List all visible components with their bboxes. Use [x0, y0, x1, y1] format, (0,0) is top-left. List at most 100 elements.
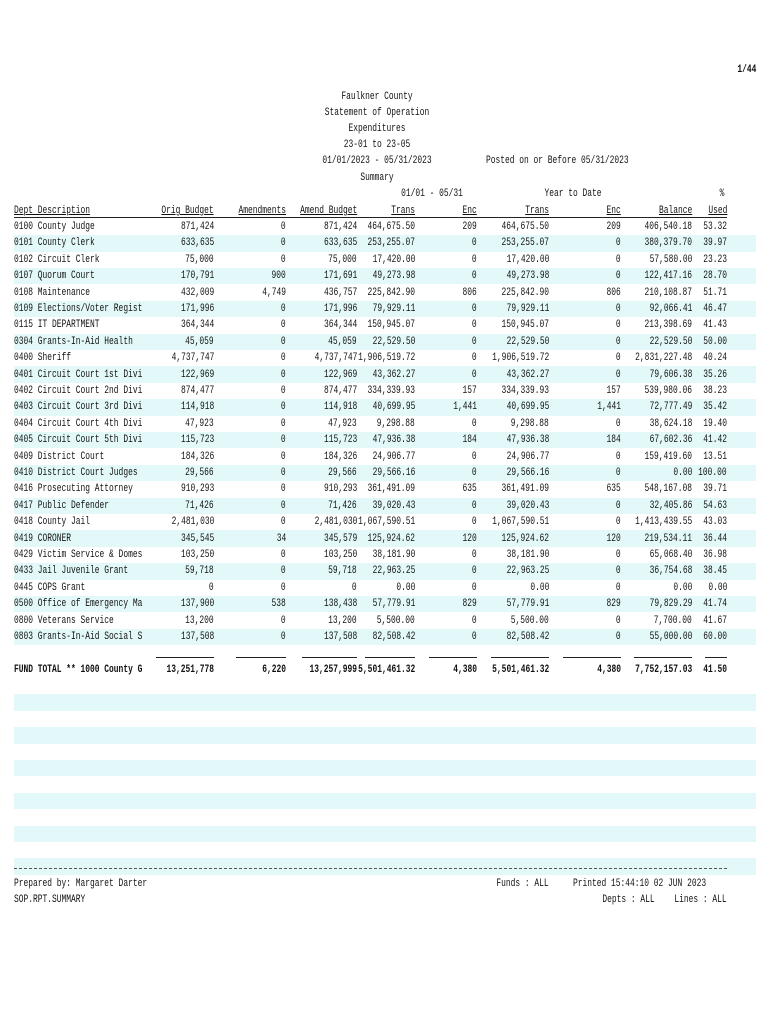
table-cell: 35.42: [703, 401, 727, 414]
table-cell: 0: [616, 368, 621, 381]
table-cell: 210,108.87: [644, 286, 692, 299]
table-cell: 0: [281, 516, 286, 529]
dept-description: 0401 Circuit Court 1st Divi: [14, 368, 143, 381]
table-cell: 2,831,227.48: [634, 352, 692, 365]
report-heading: 01/01/2023 - 05/31/2023: [322, 155, 432, 167]
column-header: Used: [707, 205, 727, 217]
table-cell: 100.00: [698, 467, 727, 479]
table-cell: 871,424: [323, 221, 357, 233]
printed-at: Printed 15:44:10 02 JUN 2023: [573, 878, 707, 890]
total-rule: [236, 657, 286, 658]
table-cell: 0: [281, 614, 286, 627]
table-cell: 125,924.62: [367, 532, 415, 545]
table-cell: 0: [472, 581, 477, 594]
dept-description: 0108 Maintenance: [14, 286, 91, 299]
row-stripe: [14, 694, 756, 711]
table-cell: 0: [472, 352, 477, 365]
table-cell: 0: [616, 614, 621, 627]
table-cell: 345,545: [180, 532, 214, 545]
table-cell: 59,718: [185, 565, 214, 578]
table-cell: 22,529.50: [506, 335, 549, 348]
table-cell: 65,068.40: [649, 549, 692, 561]
table-cell: 874,477: [323, 385, 357, 397]
table-cell: 0: [281, 581, 286, 594]
table-cell: 72,777.49: [649, 401, 692, 414]
table-cell: 0.00: [395, 581, 415, 594]
table-cell: 219,534.11: [644, 532, 692, 545]
table-cell: 2,481,030: [171, 516, 214, 529]
dept-description: 0410 District Court Judges: [14, 467, 138, 479]
table-cell: 40,699.95: [372, 401, 415, 414]
table-cell: 36.98: [703, 549, 727, 561]
table-cell: 28.70: [703, 270, 727, 283]
table-cell: 36,754.68: [649, 565, 692, 578]
table-cell: 334,339.93: [367, 385, 415, 397]
column-header: Amendments: [238, 205, 286, 217]
table-cell: 22,963.25: [372, 565, 415, 578]
column-header: Orig Budget: [161, 205, 214, 217]
table-cell: 635: [606, 483, 621, 496]
table-cell: 0: [281, 368, 286, 381]
row-stripe: [14, 235, 756, 252]
table-cell: 432,009: [180, 286, 214, 299]
table-cell: 1,906,519.72: [491, 352, 549, 365]
table-cell: 103,250: [323, 549, 357, 561]
table-cell: 0: [281, 434, 286, 447]
table-cell: 59,718: [328, 565, 357, 578]
table-cell: 0: [472, 450, 477, 463]
table-cell: 0: [472, 631, 477, 643]
table-cell: 36.44: [703, 532, 727, 545]
table-cell: 0: [616, 565, 621, 578]
table-cell: 0: [616, 499, 621, 512]
column-header: Enc: [462, 205, 477, 217]
table-cell: 0: [281, 483, 286, 496]
table-cell: 0: [616, 303, 621, 315]
table-cell: 829: [606, 598, 621, 611]
table-cell: 51.71: [703, 286, 727, 299]
table-cell: 0: [281, 631, 286, 643]
table-cell: 79,929.11: [506, 303, 549, 315]
fund-total-label: FUND TOTAL ** 1000 County G: [14, 663, 143, 676]
fund-total-cell: 6,220: [262, 663, 286, 676]
lines-filter: Lines : ALL: [674, 894, 727, 906]
table-cell: 9,298.88: [376, 417, 415, 430]
table-cell: 24,906.77: [372, 450, 415, 463]
table-cell: 29,566: [185, 467, 214, 479]
row-stripe: [14, 628, 756, 646]
table-cell: 225,842.90: [501, 286, 549, 299]
table-cell: 0: [281, 549, 286, 561]
table-cell: 50.00: [703, 335, 727, 348]
fund-total-cell: 41.50: [703, 663, 727, 676]
table-cell: 2,481,030: [314, 516, 357, 529]
table-cell: 41.67: [703, 614, 727, 627]
fund-total-cell: 5,501,461.32: [491, 663, 549, 676]
table-cell: 0: [281, 565, 286, 578]
table-cell: 1,067,590.51: [357, 516, 415, 529]
table-cell: 1,413,439.55: [634, 516, 692, 529]
table-cell: 22,963.25: [506, 565, 549, 578]
total-rule: [302, 657, 357, 658]
table-cell: 184,326: [323, 450, 357, 463]
table-cell: 47,936.38: [506, 434, 549, 447]
table-cell: 122,417.16: [644, 270, 692, 283]
table-cell: 157: [606, 385, 621, 397]
table-cell: 806: [606, 286, 621, 299]
table-cell: 22,529.50: [649, 335, 692, 348]
table-cell: 0.00: [707, 581, 727, 594]
table-cell: 34: [276, 532, 286, 545]
table-cell: 0: [616, 549, 621, 561]
table-cell: 0: [616, 417, 621, 430]
table-cell: 22,529.50: [372, 335, 415, 348]
table-cell: 0: [472, 499, 477, 512]
table-cell: 184: [606, 434, 621, 447]
table-cell: 0.00: [672, 581, 692, 594]
table-cell: 120: [606, 532, 621, 545]
table-cell: 13,200: [328, 614, 357, 627]
table-cell: 0: [281, 303, 286, 315]
table-cell: 1,441: [597, 401, 621, 414]
column-header: Amend Budget: [299, 205, 357, 217]
dept-description: 0405 Circuit Court 5th Divi: [14, 434, 143, 447]
row-stripe: [14, 464, 756, 482]
fund-total-cell: 7,752,157.03: [634, 663, 692, 676]
